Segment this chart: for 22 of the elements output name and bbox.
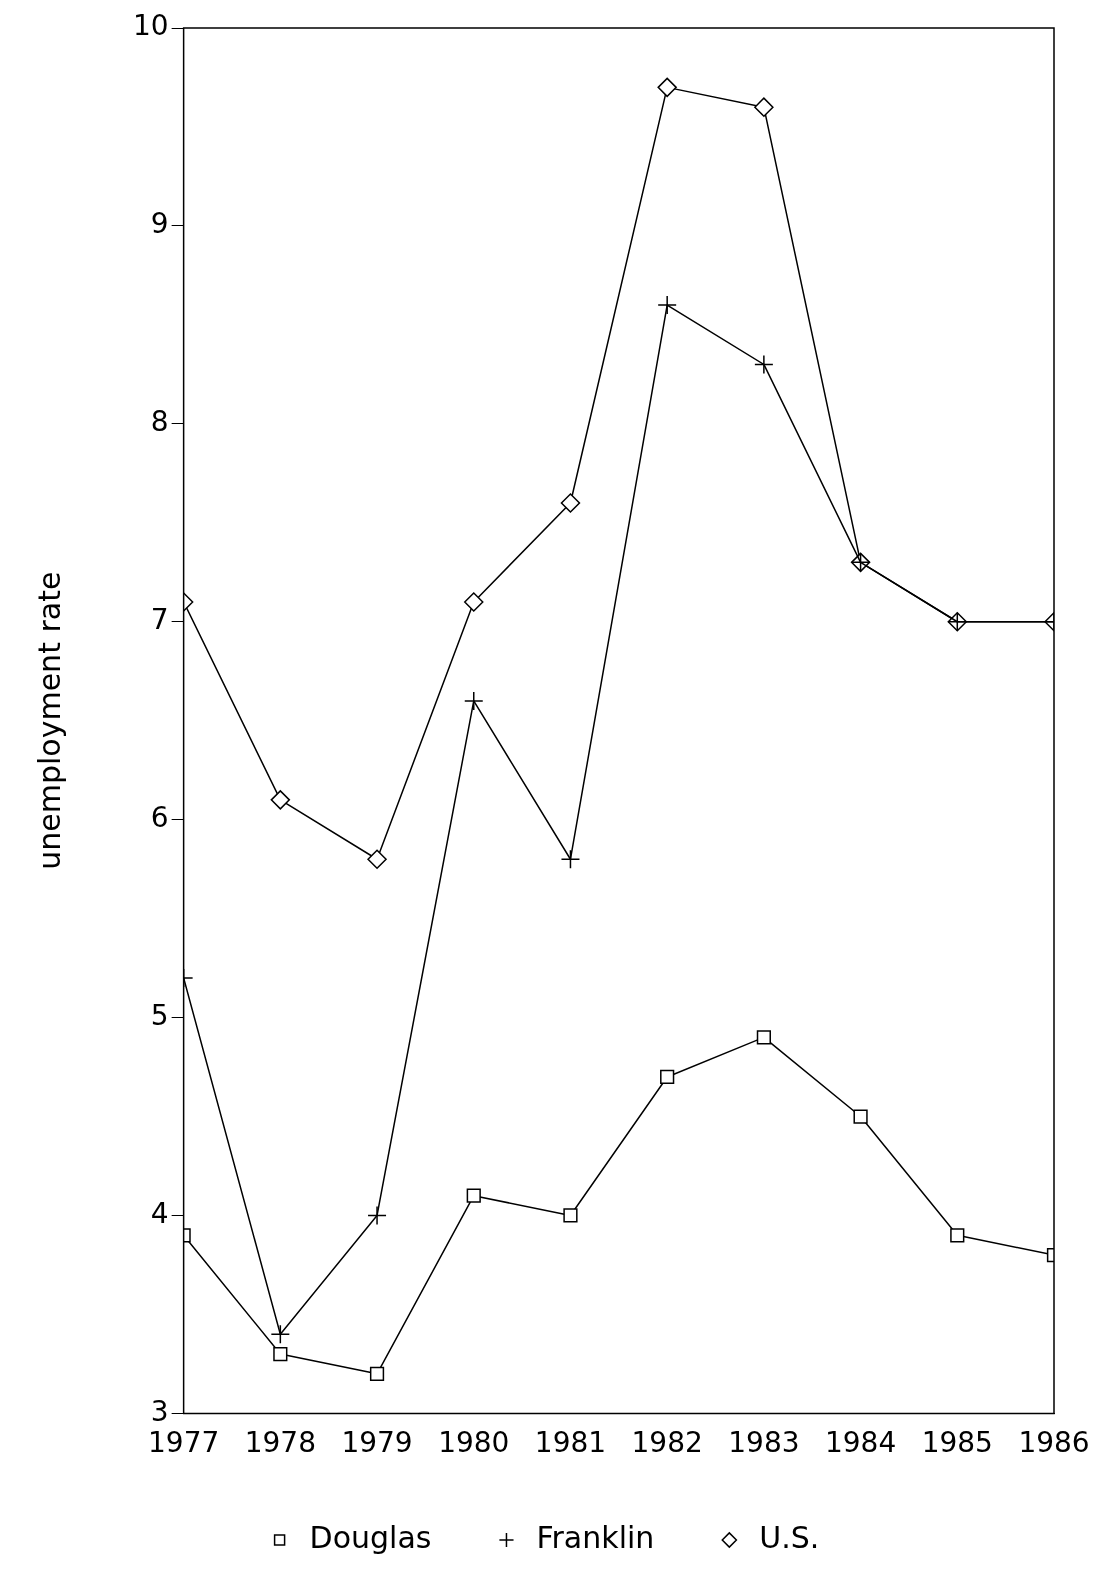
x-tick-label: 1978 — [244, 1426, 316, 1460]
y-tick-label: 3 — [150, 1394, 169, 1428]
x-tick-label: 1986 — [1018, 1426, 1090, 1460]
legend-label: Franklin — [536, 1519, 655, 1555]
x-tick-label: 1980 — [438, 1426, 510, 1460]
x-tick-label: 1977 — [148, 1426, 220, 1460]
x-tick-label: 1983 — [728, 1426, 800, 1460]
y-tick-label: 10 — [132, 9, 169, 43]
y-tick-label: 4 — [150, 1196, 169, 1230]
x-tick-label: 1982 — [631, 1426, 703, 1460]
y-axis-title: unemployment rate — [31, 571, 67, 870]
x-tick-label: 1979 — [341, 1426, 413, 1460]
legend-label: U.S. — [759, 1519, 820, 1555]
y-tick-label: 7 — [150, 603, 169, 637]
y-tick-label: 8 — [150, 405, 169, 439]
y-tick-label: 6 — [150, 800, 169, 834]
y-tick-label: 9 — [150, 207, 169, 241]
x-tick-label: 1981 — [534, 1426, 607, 1460]
y-tick-label: 5 — [150, 998, 169, 1032]
x-tick-label: 1984 — [824, 1426, 897, 1460]
x-tick-label: 1985 — [921, 1426, 993, 1460]
legend-label: Douglas — [309, 1519, 432, 1555]
